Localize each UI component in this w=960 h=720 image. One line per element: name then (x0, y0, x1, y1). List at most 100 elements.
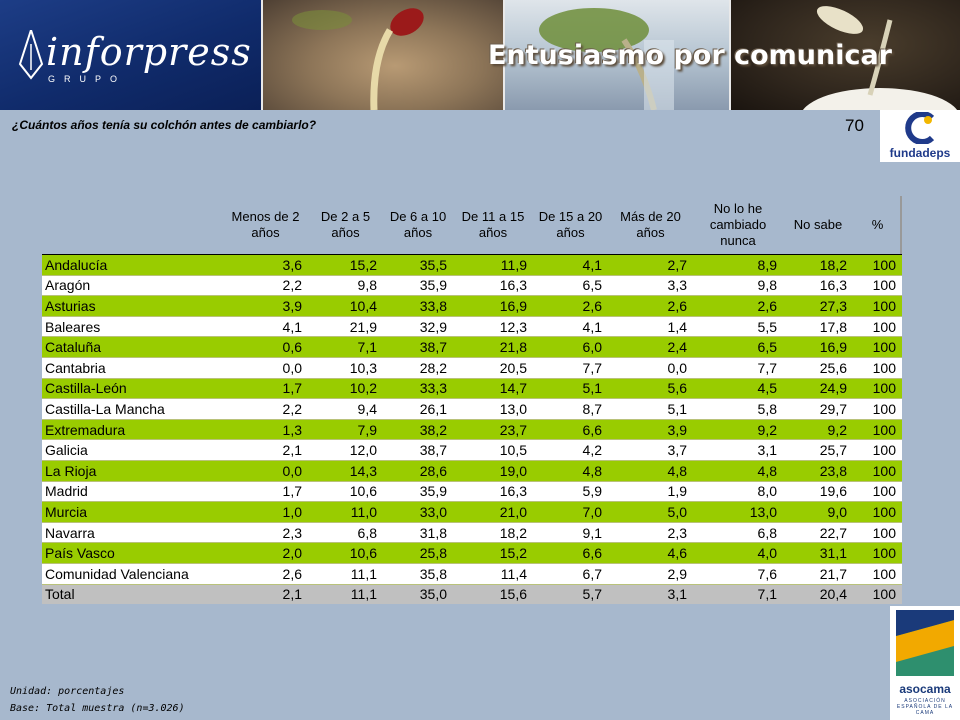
table-cell: 15,6 (453, 584, 533, 605)
table-cell: 2,2 (223, 275, 308, 297)
table-row: Castilla-La Mancha 2,2 9,4 26,1 13,0 8,7 5,1 5,… (42, 398, 902, 420)
table-cell: 5,8 (693, 398, 783, 420)
banner-divider (729, 0, 731, 110)
slogan: Entusiasmo por comunicar (487, 40, 892, 71)
table-cell: 2,7 (608, 254, 693, 276)
table-cell: 1,0 (223, 501, 308, 523)
table-cell: 9,1 (533, 522, 608, 544)
column-header: Más de 20 años (608, 196, 693, 255)
table-cell: 9,2 (693, 419, 783, 441)
table-cell: 100 (853, 254, 902, 276)
table-cell: 4,1 (533, 316, 608, 338)
table-cell: 2,1 (223, 584, 308, 605)
table-cell: 2,6 (608, 295, 693, 317)
seed-sprout-image (292, 8, 424, 110)
region-name: Andalucía (42, 254, 223, 276)
table-cell: 9,2 (783, 419, 853, 441)
column-header: De 6 a 10 años (383, 196, 453, 255)
table-cell: 2,9 (608, 563, 693, 585)
table-row: Cataluña 0,6 7,1 38,7 21,8 6,0 2,4 6,5 16,9 100 (42, 336, 902, 358)
region-name: Aragón (42, 275, 223, 297)
table-cell: 100 (853, 439, 902, 461)
table-cell: 11,9 (453, 254, 533, 276)
table-cell: 31,8 (383, 522, 453, 544)
table-cell: 28,2 (383, 357, 453, 379)
asocama-logo: asocama ASOCIACIÓN ESPAÑOLA DE LA CAMA (890, 606, 960, 720)
table-cell: 3,9 (608, 419, 693, 441)
table-cell: 21,8 (453, 336, 533, 358)
brand-name: inforpress (46, 30, 252, 74)
table-cell: 3,7 (608, 439, 693, 461)
table-cell: 100 (853, 460, 902, 482)
table-cell: 2,3 (223, 522, 308, 544)
table-cell: 10,3 (308, 357, 383, 379)
table-cell: 2,3 (608, 522, 693, 544)
table-cell: 22,7 (783, 522, 853, 544)
table-cell: 3,6 (223, 254, 308, 276)
table-cell: 0,0 (223, 357, 308, 379)
table-cell: 35,5 (383, 254, 453, 276)
table-cell: 33,0 (383, 501, 453, 523)
table-cell: 4,8 (693, 460, 783, 482)
table-cell: 7,1 (693, 584, 783, 605)
table-cell: 18,2 (783, 254, 853, 276)
table-cell: 4,8 (533, 460, 608, 482)
table-cell: 8,7 (533, 398, 608, 420)
table-cell: 11,1 (308, 563, 383, 585)
table-cell: 33,8 (383, 295, 453, 317)
fundadeps-label: fundadeps (889, 146, 951, 160)
table-cell: 6,5 (533, 275, 608, 297)
results-table: Menos de 2 años De 2 a 5 años De 6 a 10 … (42, 196, 902, 605)
table-cell: 100 (853, 336, 902, 358)
table-cell: 5,6 (608, 378, 693, 400)
table-cell: 38,7 (383, 439, 453, 461)
page-number: 70 (845, 116, 864, 135)
table-cell: 0,0 (223, 460, 308, 482)
region-name: Murcia (42, 501, 223, 523)
table-row: Cantabria 0,0 10,3 28,2 20,5 7,7 0,0 7,7 25,6 100 (42, 357, 902, 379)
table-cell: 7,9 (308, 419, 383, 441)
table-cell: 27,3 (783, 295, 853, 317)
fundadeps-emblem-icon (905, 112, 935, 144)
table-row: Galicia 2,1 12,0 38,7 10,5 4,2 3,7 3,1 25,7 100 (42, 439, 902, 461)
region-name: Madrid (42, 481, 223, 503)
table-cell: 28,6 (383, 460, 453, 482)
table-cell: 9,0 (783, 501, 853, 523)
table-cell: 6,5 (693, 336, 783, 358)
table-cell: 21,0 (453, 501, 533, 523)
table-cell: 1,4 (608, 316, 693, 338)
banner-photo-seed (262, 0, 504, 110)
region-name: Baleares (42, 316, 223, 338)
table-row: Asturias 3,9 10,4 33,8 16,9 2,6 2,6 2,6 27,3 100 (42, 295, 902, 317)
table-cell: 25,8 (383, 542, 453, 564)
table-cell: 0,0 (608, 357, 693, 379)
table-row: Castilla-León 1,7 10,2 33,3 14,7 5,1 5,6 4,5 24,… (42, 378, 902, 400)
survey-question: ¿Cuántos años tenía su colchón antes de … (12, 118, 317, 132)
table-body: Andalucía 3,6 15,2 35,5 11,9 4,1 2,7 8,9 18,2 100… (42, 254, 902, 605)
region-name: La Rioja (42, 460, 223, 482)
header-banner: inforpress GRUPO Entusiasmo por comunica… (0, 0, 960, 110)
table-cell: 5,1 (608, 398, 693, 420)
table-cell: 35,0 (383, 584, 453, 605)
table-cell: 4,1 (223, 316, 308, 338)
table-cell: 16,3 (453, 481, 533, 503)
column-header: De 15 a 20 años (533, 196, 608, 255)
table-cell: 21,7 (783, 563, 853, 585)
table-cell: 1,9 (608, 481, 693, 503)
table-cell: 16,9 (783, 336, 853, 358)
table-cell: 3,1 (693, 439, 783, 461)
footnote-unit: Unidad: porcentajes (10, 686, 125, 697)
region-name: Navarra (42, 522, 223, 544)
region-name: Total (42, 584, 223, 605)
table-right-edge (900, 196, 902, 254)
banner-photo-plant (504, 0, 730, 110)
table-cell: 4,1 (533, 254, 608, 276)
column-header: % (853, 196, 902, 255)
table-cell: 2,6 (693, 295, 783, 317)
egg-sprout-image (802, 6, 958, 110)
table-cell: 3,1 (608, 584, 693, 605)
table-cell: 26,1 (383, 398, 453, 420)
table-cell: 12,3 (453, 316, 533, 338)
table-cell: 4,0 (693, 542, 783, 564)
region-name: Castilla-León (42, 378, 223, 400)
